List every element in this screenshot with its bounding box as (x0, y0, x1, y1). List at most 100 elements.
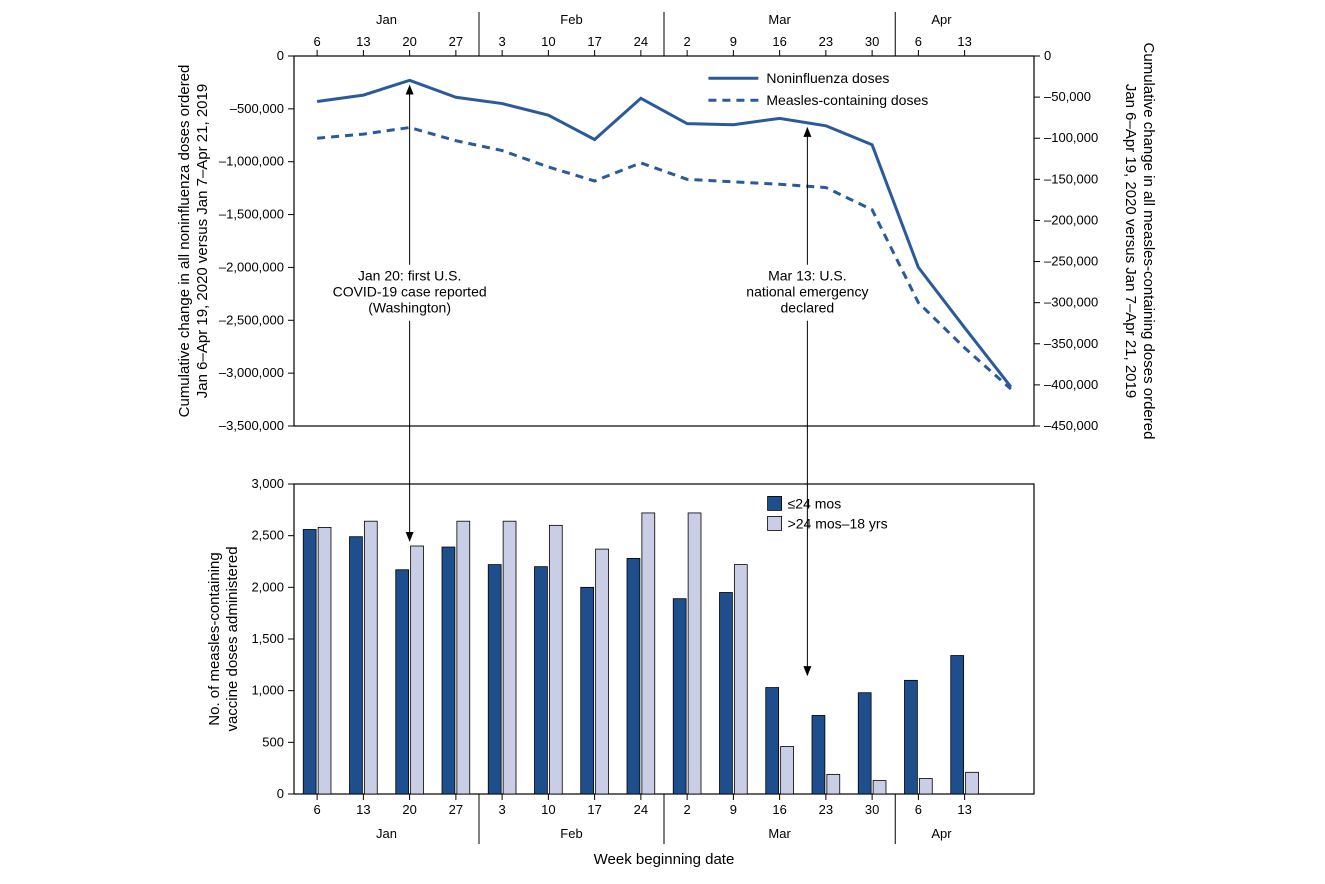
top-right-tick: –150,000 (1044, 171, 1098, 186)
bottom-month-label: Mar (768, 826, 791, 841)
top-left-tick: –3,000,000 (219, 365, 284, 380)
bar-young (581, 587, 594, 794)
bar-older (781, 746, 794, 794)
bar-young (627, 558, 640, 794)
bar-older (734, 565, 747, 794)
chart-container: 0 –500,000 –1,000,000 –1,500,000 –2,000,000 –… (0, 0, 1325, 884)
bottom-week-tick: 6 (915, 802, 922, 817)
top-left-tick: –1,500,000 (219, 207, 284, 222)
top-week-tick: 24 (634, 34, 648, 49)
bottom-y-tick: 1,000 (251, 683, 284, 698)
bottom-y-tick: 0 (277, 786, 284, 801)
bar-young (766, 688, 779, 794)
top-week-tick: 27 (449, 34, 463, 49)
top-right-tick: –450,000 (1044, 418, 1098, 433)
bottom-week-tick: 6 (314, 802, 321, 817)
legend-swatch-young (768, 496, 782, 510)
bottom-y-tick: 3,000 (251, 476, 284, 491)
top-right-tick: –250,000 (1044, 254, 1098, 269)
bar-young (673, 599, 686, 794)
bar-older (549, 525, 562, 794)
top-week-tick: 23 (819, 34, 833, 49)
bottom-y-axis-label: No. of measles-containingvaccine doses a… (206, 546, 241, 731)
bar-older (873, 781, 886, 794)
top-right-tick: –50,000 (1044, 89, 1091, 104)
bar-young (720, 593, 733, 795)
top-left-axis-label: Cumulative change in all noninfluenza do… (176, 65, 211, 418)
bar-young (350, 537, 363, 794)
bottom-week-tick: 20 (402, 802, 416, 817)
bottom-week-tick: 16 (772, 802, 786, 817)
bar-young (488, 565, 501, 794)
top-left-tick: 0 (277, 48, 284, 63)
bottom-week-tick: 9 (730, 802, 737, 817)
bottom-month-label: Apr (931, 826, 952, 841)
bottom-week-tick: 27 (449, 802, 463, 817)
bottom-y-tick: 2,000 (251, 579, 284, 594)
legend-young: ≤24 mos (788, 495, 842, 511)
bar-older (364, 521, 377, 794)
bar-young (535, 567, 548, 794)
top-right-tick: 0 (1044, 48, 1051, 63)
top-left-tick: –2,000,000 (219, 259, 284, 274)
legend-older: >24 mos–18 yrs (788, 515, 888, 531)
top-right-tick: –300,000 (1044, 295, 1098, 310)
bottom-week-tick: 10 (541, 802, 555, 817)
top-week-tick: 9 (730, 34, 737, 49)
top-month-label: Feb (560, 12, 582, 27)
top-week-tick: 10 (541, 34, 555, 49)
top-week-tick: 20 (402, 34, 416, 49)
top-right-axis-label: Cumulative change in all measles-contain… (1122, 43, 1157, 440)
top-week-tick: 13 (356, 34, 370, 49)
bottom-week-tick: 2 (684, 802, 691, 817)
top-week-tick: 30 (865, 34, 879, 49)
bar-older (318, 527, 331, 794)
bar-older (503, 521, 516, 794)
legend-noninfluenza: Noninfluenza doses (766, 70, 889, 86)
top-week-tick: 13 (957, 34, 971, 49)
bar-older (919, 779, 932, 795)
top-month-label: Jan (376, 12, 397, 27)
bar-young (442, 547, 455, 794)
bottom-week-tick: 23 (819, 802, 833, 817)
top-week-tick: 6 (915, 34, 922, 49)
top-right-tick: –100,000 (1044, 130, 1098, 145)
legend-measles: Measles-containing doses (766, 92, 928, 108)
bar-young (812, 715, 825, 794)
chart-svg: 0 –500,000 –1,000,000 –1,500,000 –2,000,000 –… (0, 0, 1325, 884)
bottom-y-tick: 500 (262, 734, 284, 749)
bottom-week-tick: 30 (865, 802, 879, 817)
bottom-y-tick: 1,500 (251, 631, 284, 646)
bottom-week-tick: 13 (356, 802, 370, 817)
bar-older (642, 513, 655, 794)
top-right-tick: –350,000 (1044, 336, 1098, 351)
top-left-tick: –3,500,000 (219, 418, 284, 433)
bar-older (827, 774, 840, 794)
bar-young (396, 570, 409, 794)
top-left-tick: –500,000 (230, 101, 284, 116)
top-right-tick: –200,000 (1044, 212, 1098, 227)
bottom-month-label: Feb (560, 826, 582, 841)
bar-young (303, 529, 316, 794)
bottom-y-tick: 2,500 (251, 528, 284, 543)
bar-older (596, 549, 609, 794)
bar-older (688, 513, 701, 794)
bottom-month-label: Jan (376, 826, 397, 841)
bottom-week-tick: 17 (587, 802, 601, 817)
top-week-tick: 3 (499, 34, 506, 49)
top-week-tick: 6 (314, 34, 321, 49)
bottom-week-tick: 3 (499, 802, 506, 817)
bar-older (966, 772, 979, 794)
bar-older (411, 546, 424, 794)
top-week-tick: 17 (587, 34, 601, 49)
bar-young (905, 680, 918, 794)
top-month-label: Mar (768, 12, 791, 27)
bar-older (457, 521, 470, 794)
bottom-week-tick: 13 (957, 802, 971, 817)
top-left-tick: –1,000,000 (219, 154, 284, 169)
bar-young (858, 693, 871, 794)
top-month-label: Apr (931, 12, 952, 27)
legend-swatch-older (768, 516, 782, 530)
top-right-tick: –400,000 (1044, 377, 1098, 392)
bottom-week-tick: 24 (634, 802, 648, 817)
